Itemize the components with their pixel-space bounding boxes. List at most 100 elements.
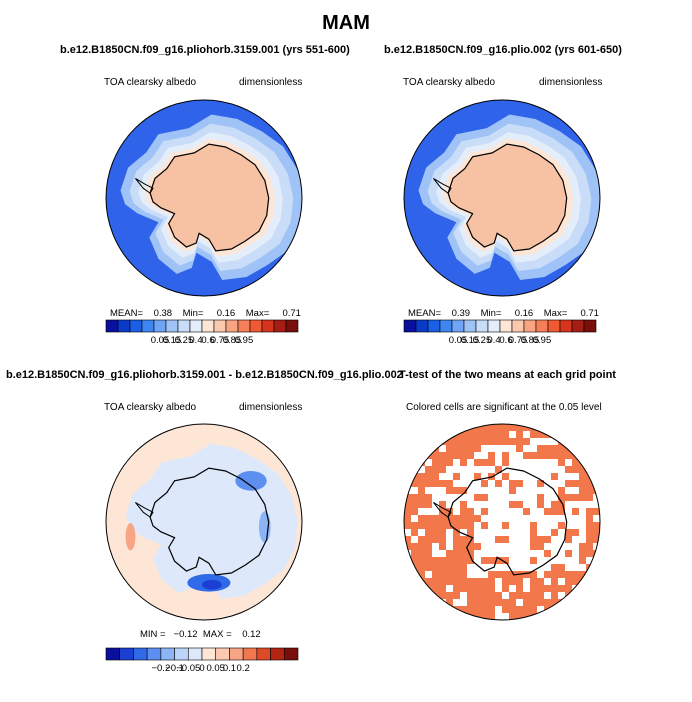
map-border <box>403 99 601 297</box>
significant-cell <box>572 494 579 501</box>
significant-cell <box>572 424 579 431</box>
panel-title-bottom-left: b.e12.B1850CN.f09_g16.pliohorb.3159.001 … <box>6 369 403 381</box>
significant-cell <box>404 424 411 431</box>
colorbar-swatch <box>427 319 441 333</box>
significant-cell <box>418 494 425 501</box>
significant-cell <box>488 438 495 445</box>
significant-cell <box>593 557 600 564</box>
significant-cell <box>502 473 509 480</box>
significant-cell <box>565 536 572 543</box>
significant-cell <box>467 438 474 445</box>
significant-cell <box>460 501 467 508</box>
significant-cell <box>425 606 432 613</box>
significant-cell <box>446 564 453 571</box>
diff-field-continent <box>150 468 269 575</box>
colorbar-swatch <box>201 647 217 661</box>
panel-title-top-left: b.e12.B1850CN.f09_g16.pliohorb.3159.001 … <box>60 44 350 56</box>
significant-cell <box>453 452 460 459</box>
colorbar-tick-label: 0.95 <box>533 335 552 346</box>
significant-cell <box>593 508 600 515</box>
significant-cell <box>502 585 509 592</box>
significant-cell <box>593 578 600 585</box>
significant-cell <box>425 529 432 536</box>
colorbar-swatch <box>451 319 465 333</box>
colorbar-swatch <box>229 647 244 661</box>
colorbar-swatch <box>463 319 477 333</box>
significant-cell <box>537 424 544 431</box>
significant-cell <box>523 571 530 578</box>
significant-cell <box>502 557 509 564</box>
significant-cell <box>579 557 586 564</box>
significant-cell <box>439 606 446 613</box>
significant-cell <box>558 431 565 438</box>
significant-cell <box>551 501 558 508</box>
max-label: Max= <box>245 308 270 319</box>
significant-cell <box>558 452 565 459</box>
significant-cell <box>425 515 432 522</box>
significant-cell <box>474 606 481 613</box>
significant-cell <box>558 445 565 452</box>
significant-cell <box>425 501 432 508</box>
significant-cell <box>593 438 600 445</box>
significant-cell <box>558 459 565 466</box>
significant-cell <box>523 592 530 599</box>
significant-cell <box>418 487 425 494</box>
significant-cell <box>544 445 551 452</box>
significant-cell <box>467 515 474 522</box>
significant-cell <box>516 480 523 487</box>
diff-patch <box>258 511 271 543</box>
significant-cell <box>488 585 495 592</box>
map-border <box>105 99 303 297</box>
colorbar-tick-label: 0.1 <box>223 663 236 674</box>
significant-cell <box>425 543 432 550</box>
significant-cell <box>432 564 439 571</box>
colorbar-top-left: 0.050.150.250.40.60.750.850.95 <box>105 319 299 346</box>
significant-cell <box>558 585 565 592</box>
significant-cell <box>572 599 579 606</box>
significant-cell <box>530 543 537 550</box>
colorbar-top-right: 0.050.150.250.40.60.750.850.95 <box>403 319 597 346</box>
colorbar-swatch <box>242 647 258 661</box>
significant-cell <box>565 445 572 452</box>
significant-cell <box>586 571 593 578</box>
significant-cell <box>495 438 502 445</box>
mean-value: 0.39 <box>451 308 471 319</box>
significant-cell <box>453 536 460 543</box>
colorbar-swatch <box>129 319 143 333</box>
significant-cell <box>439 515 446 522</box>
significant-cell <box>418 424 425 431</box>
max-value: 0.71 <box>282 308 301 319</box>
significant-cell <box>432 459 439 466</box>
significant-cell <box>404 473 411 480</box>
significant-cell <box>439 557 446 564</box>
significant-cell <box>551 571 558 578</box>
significant-cell <box>593 452 600 459</box>
significant-cell <box>537 494 544 501</box>
significant-cell <box>446 599 453 606</box>
significant-cell <box>544 452 551 459</box>
significant-cell <box>530 571 537 578</box>
coastline <box>447 467 568 576</box>
colorbar-swatch <box>174 647 189 661</box>
significant-cell <box>446 613 453 620</box>
significant-cell <box>467 592 474 599</box>
significant-cell <box>425 536 432 543</box>
continent-field <box>448 144 567 251</box>
significant-cell <box>586 543 593 550</box>
significant-cell <box>425 466 432 473</box>
significant-cell <box>488 459 495 466</box>
significant-cell <box>446 515 453 522</box>
significant-cell <box>432 431 439 438</box>
significant-cell <box>565 585 572 592</box>
significant-cell <box>586 438 593 445</box>
significant-cell <box>481 613 488 620</box>
significant-cell <box>418 564 425 571</box>
significant-cell <box>432 473 439 480</box>
figure-title: MAM <box>322 12 370 34</box>
significant-cell <box>565 431 572 438</box>
significant-cell <box>530 536 537 543</box>
significant-cell <box>432 466 439 473</box>
significant-cell <box>593 592 600 599</box>
significant-cell <box>474 578 481 585</box>
colorbar-tick-label: 0.6 <box>201 335 214 346</box>
